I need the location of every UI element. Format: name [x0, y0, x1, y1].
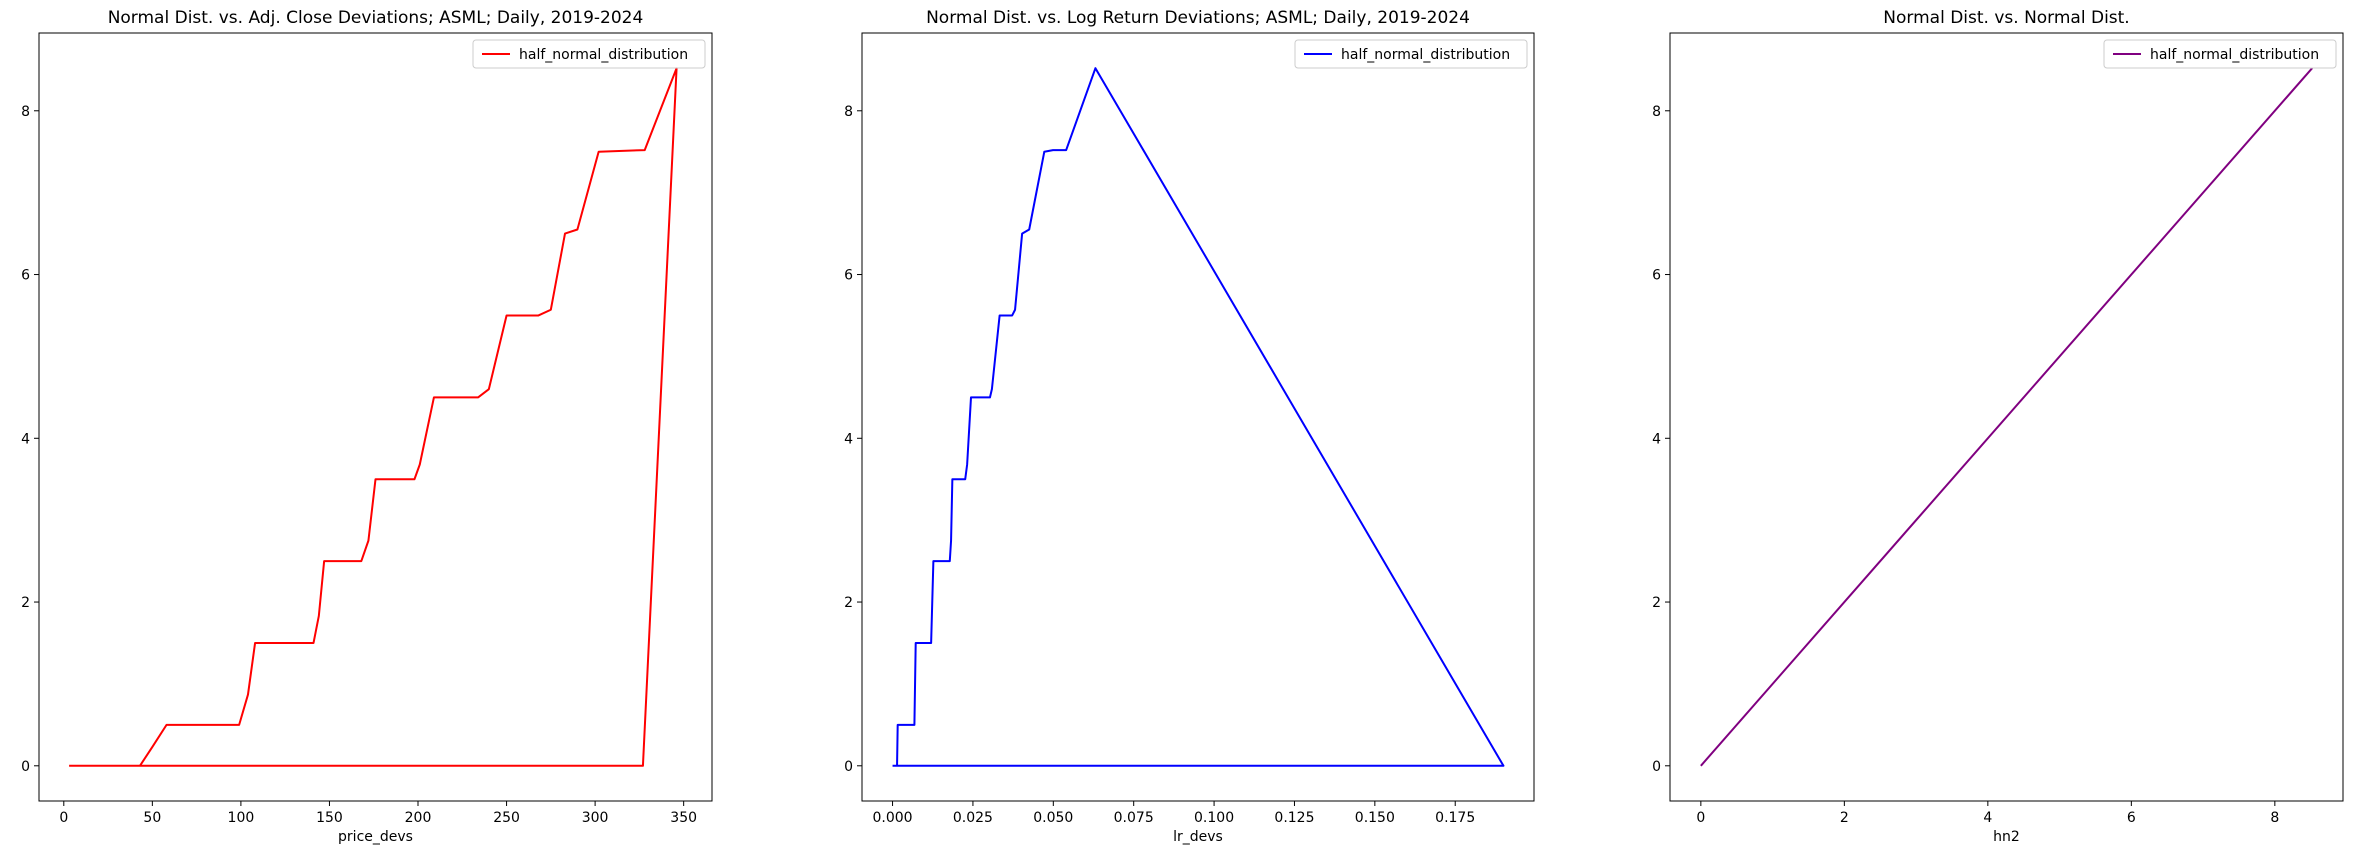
- y-tick-label: 8: [21, 104, 30, 120]
- x-tick-label: 200: [405, 810, 432, 826]
- x-axis-label: price_devs: [338, 829, 413, 845]
- y-tick-label: 0: [844, 759, 853, 775]
- x-tick-label: 2: [1840, 810, 1849, 826]
- y-tick-label: 8: [1652, 104, 1661, 120]
- legend-label: half_normal_distribution: [1341, 47, 1510, 63]
- x-tick-label: 250: [493, 810, 520, 826]
- x-tick-label: 0.150: [1355, 810, 1395, 826]
- x-tick-label: 50: [143, 810, 161, 826]
- legend-box: [472, 39, 706, 69]
- y-tick-label: 6: [844, 268, 853, 284]
- x-tick-label: 4: [1983, 810, 1992, 826]
- x-tick-label: 0.125: [1274, 810, 1314, 826]
- x-tick-label: 0.175: [1435, 810, 1475, 826]
- series-line-half-normal-distribution: [892, 67, 1505, 767]
- plot-frame: [861, 32, 1535, 802]
- y-tick-label: 4: [1652, 431, 1661, 447]
- chart-title: Normal Dist. vs. Normal Dist.: [1883, 8, 2129, 28]
- x-tick-label: 0.050: [1033, 810, 1073, 826]
- legend-label: half_normal_distribution: [2150, 47, 2319, 63]
- y-tick-label: 2: [21, 595, 30, 611]
- subplot-price-devs: Normal Dist. vs. Adj. Close Deviations; …: [21, 8, 713, 845]
- x-tick-label: 150: [316, 810, 343, 826]
- y-tick-label: 2: [1652, 595, 1661, 611]
- legend-box: [2103, 39, 2337, 69]
- y-tick-label: 6: [1652, 268, 1661, 284]
- x-tick-label: 0.075: [1114, 810, 1154, 826]
- y-tick-label: 6: [21, 268, 30, 284]
- series-line-half-normal-distribution: [1700, 67, 2313, 767]
- series-line-half-normal-distribution: [69, 67, 678, 767]
- x-axis-label: hn2: [1993, 829, 2020, 845]
- y-tick-label: 2: [844, 595, 853, 611]
- legend-label: half_normal_distribution: [519, 47, 688, 63]
- subplot-hn2: Normal Dist. vs. Normal Dist. 0 2 4 6 8 0 2 4 6 8 h…: [1652, 8, 2344, 845]
- x-tick-label: 8: [2270, 810, 2279, 826]
- chart-title: Normal Dist. vs. Adj. Close Deviations; …: [108, 8, 644, 28]
- y-tick-label: 8: [844, 104, 853, 120]
- x-tick-label: 0: [1696, 810, 1705, 826]
- legend: half_normal_distribution: [2103, 39, 2337, 69]
- y-tick-label: 0: [21, 759, 30, 775]
- x-tick-label: 0.100: [1194, 810, 1234, 826]
- y-tick-label: 0: [1652, 759, 1661, 775]
- y-tick-label: 4: [21, 431, 30, 447]
- legend: half_normal_distribution: [1294, 39, 1528, 69]
- plot-frame: [38, 32, 713, 802]
- x-tick-label: 0.000: [872, 810, 912, 826]
- x-tick-label: 6: [2127, 810, 2136, 826]
- x-tick-label: 0.025: [953, 810, 993, 826]
- x-axis-label: lr_devs: [1173, 829, 1223, 845]
- x-tick-label: 100: [228, 810, 255, 826]
- legend-box: [1294, 39, 1528, 69]
- x-tick-label: 0: [59, 810, 68, 826]
- chart-title: Normal Dist. vs. Log Return Deviations; …: [926, 8, 1470, 28]
- y-tick-label: 4: [844, 431, 853, 447]
- x-tick-label: 350: [670, 810, 697, 826]
- x-tick-label: 300: [582, 810, 609, 826]
- legend: half_normal_distribution: [472, 39, 706, 69]
- plot-frame: [1669, 32, 2344, 802]
- subplot-lr-devs: Normal Dist. vs. Log Return Deviations; …: [844, 8, 1535, 845]
